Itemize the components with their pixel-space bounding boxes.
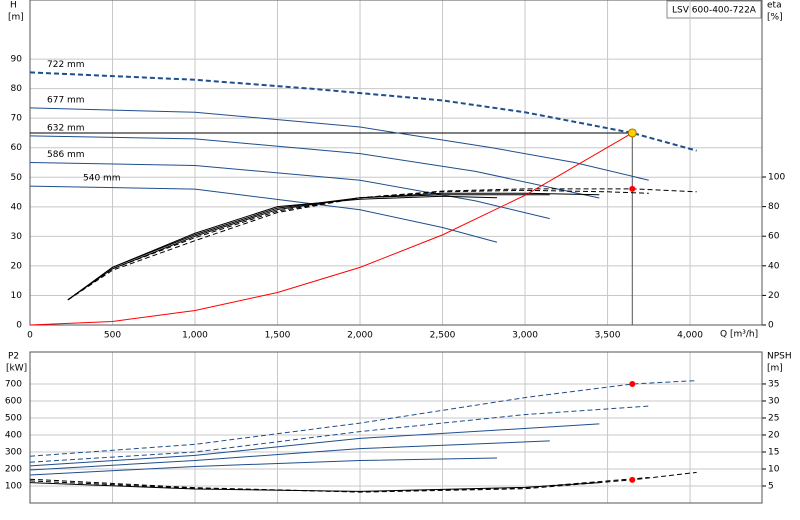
curve-label: 722 mm bbox=[47, 60, 85, 70]
y-tick-label: 10 bbox=[11, 291, 23, 301]
curve bbox=[29, 185, 498, 243]
y-axis-unit: [m] bbox=[8, 13, 24, 23]
y2-tick-label: 25 bbox=[768, 413, 779, 423]
y-tick-label: 600 bbox=[5, 396, 22, 406]
curve bbox=[67, 194, 550, 301]
y-tick-label: 400 bbox=[5, 430, 22, 440]
y2-tick-label: 35 bbox=[768, 379, 779, 389]
y-tick-label: 70 bbox=[11, 114, 23, 124]
y2-tick-label: 30 bbox=[768, 396, 780, 406]
curve bbox=[29, 132, 633, 326]
curve bbox=[29, 471, 697, 493]
duty-point bbox=[627, 128, 637, 138]
x-tick-label: 500 bbox=[104, 331, 121, 341]
plot-frame bbox=[29, 0, 763, 326]
model-label: LSV 600-400-722A bbox=[672, 6, 757, 16]
curve-label: 677 mm bbox=[47, 95, 85, 105]
y2-tick-label: 5 bbox=[768, 481, 774, 491]
y2-tick-label: 40 bbox=[768, 261, 780, 271]
y2-tick-label: 60 bbox=[768, 232, 780, 242]
y2-tick-label: 80 bbox=[768, 202, 780, 212]
x-axis-title: Q [m³/h] bbox=[720, 330, 758, 340]
y-tick-label: 20 bbox=[11, 261, 23, 271]
x-tick-label: 2,000 bbox=[347, 331, 373, 341]
y-tick-label: 90 bbox=[11, 55, 23, 65]
eta-point bbox=[629, 185, 636, 192]
curve bbox=[67, 192, 600, 301]
curve bbox=[29, 476, 649, 493]
curve-label: 632 mm bbox=[47, 123, 85, 133]
y-tick-label: 80 bbox=[11, 84, 23, 94]
y-axis-unit: [kW] bbox=[6, 364, 27, 374]
curve bbox=[29, 423, 600, 467]
curve bbox=[29, 440, 550, 471]
y-tick-label: 0 bbox=[16, 321, 22, 331]
y-tick-label: 300 bbox=[5, 447, 22, 457]
p2-point bbox=[629, 380, 636, 387]
curve bbox=[29, 457, 497, 476]
y-tick-label: 700 bbox=[5, 379, 22, 389]
curve bbox=[29, 482, 600, 492]
x-tick-label: 3,000 bbox=[512, 331, 538, 341]
x-tick-label: 1,000 bbox=[182, 331, 208, 341]
curve bbox=[67, 188, 697, 301]
y-tick-label: 100 bbox=[5, 481, 22, 491]
y-tick-label: 50 bbox=[11, 173, 23, 183]
curve-label: 540 mm bbox=[83, 174, 121, 184]
y2-axis-title: eta bbox=[767, 1, 782, 11]
curve bbox=[29, 71, 697, 152]
y-tick-label: 60 bbox=[11, 143, 23, 153]
y-tick-label: 30 bbox=[11, 232, 23, 242]
plot-frame bbox=[29, 351, 763, 504]
curve bbox=[67, 195, 498, 301]
y2-tick-label: 15 bbox=[768, 447, 779, 457]
curve bbox=[29, 380, 697, 457]
y2-tick-label: 0 bbox=[768, 321, 774, 331]
x-tick-label: 1,500 bbox=[265, 331, 291, 341]
y-tick-label: 200 bbox=[5, 464, 22, 474]
curve-label: 586 mm bbox=[47, 150, 85, 160]
curve bbox=[29, 107, 649, 181]
y2-axis-unit: [%] bbox=[767, 13, 783, 23]
y2-axis-title: NPSH bbox=[767, 352, 792, 362]
y-axis-title: H bbox=[10, 1, 17, 11]
y2-tick-label: 20 bbox=[768, 430, 780, 440]
y2-tick-label: 10 bbox=[768, 464, 780, 474]
y2-tick-label: 100 bbox=[768, 173, 785, 183]
y-axis-title: P2 bbox=[8, 352, 19, 362]
x-tick-label: 4,000 bbox=[677, 331, 703, 341]
x-tick-label: 3,500 bbox=[595, 331, 621, 341]
y-tick-label: 40 bbox=[11, 202, 23, 212]
x-tick-label: 0 bbox=[27, 331, 33, 341]
y2-tick-label: 20 bbox=[768, 291, 780, 301]
y-tick-label: 500 bbox=[5, 413, 22, 423]
x-tick-label: 2,500 bbox=[430, 331, 456, 341]
y2-axis-unit: [m] bbox=[767, 364, 783, 374]
curve bbox=[29, 135, 600, 199]
curve bbox=[29, 405, 649, 463]
npsh-point bbox=[629, 476, 636, 483]
